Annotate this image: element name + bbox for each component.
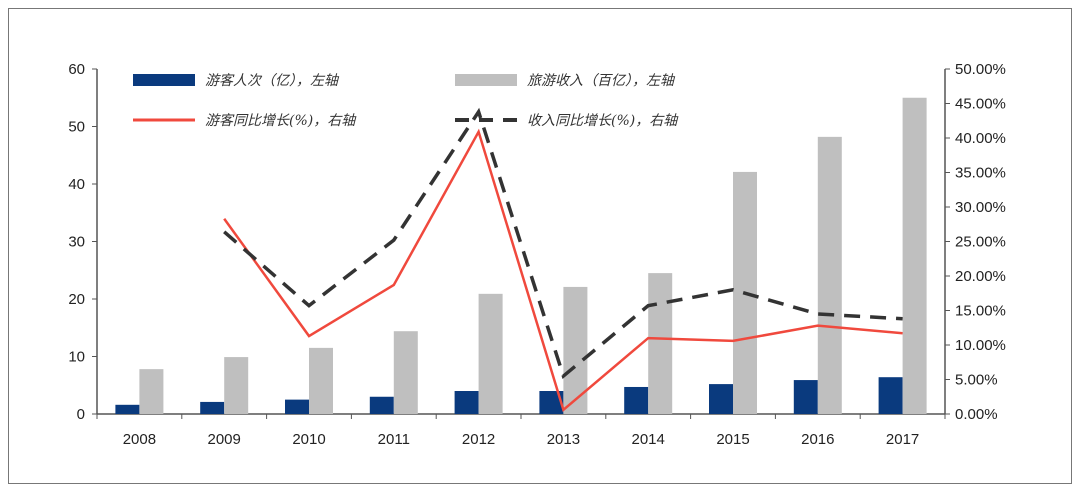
bar-visitors: [878, 377, 903, 414]
right-tick-label: 25.00%: [955, 234, 1006, 251]
right-tick-label: 10.00%: [955, 337, 1006, 354]
legend-swatch: [455, 74, 517, 86]
legend-label: 收入同比增长(%)，右轴: [527, 113, 679, 129]
bar-revenue: [478, 293, 503, 414]
chart-frame: [8, 8, 1072, 484]
bar-revenue: [139, 369, 164, 414]
x-tick-label: 2008: [123, 431, 156, 448]
line-revenue-growth: [223, 107, 903, 380]
right-tick-label: 40.00%: [955, 130, 1006, 147]
legend-label: 旅游收入（百亿），左轴: [527, 73, 676, 89]
bar-revenue: [563, 286, 588, 414]
bar-visitors: [285, 399, 309, 414]
right-tick-label: 45.00%: [955, 96, 1006, 113]
right-tick-label: 50.00%: [955, 61, 1006, 78]
bar-visitors: [539, 391, 564, 414]
x-tick-label: 2014: [632, 431, 665, 448]
bar-revenue: [817, 136, 842, 414]
bar-revenue: [648, 273, 673, 414]
bar-revenue: [224, 357, 249, 414]
legend-label: 游客同比增长(%)，右轴: [205, 113, 357, 129]
left-tick-label: 60: [68, 61, 85, 78]
left-tick-label: 10: [68, 349, 85, 366]
right-tick-label: 0.00%: [955, 406, 998, 423]
x-tick-label: 2010: [292, 431, 325, 448]
right-tick-label: 5.00%: [955, 372, 998, 389]
legend-label: 游客人次（亿），左轴: [205, 73, 340, 89]
right-tick-label: 15.00%: [955, 303, 1006, 320]
bar-visitors: [454, 391, 479, 414]
bar-visitors: [624, 386, 649, 414]
x-tick-label: 2015: [716, 431, 749, 448]
x-tick-label: 2017: [886, 431, 919, 448]
bar-visitors: [369, 396, 394, 414]
bar-revenue: [902, 97, 927, 414]
left-tick-label: 0: [77, 406, 85, 423]
left-tick-label: 20: [68, 291, 85, 308]
x-tick-label: 2013: [547, 431, 580, 448]
x-tick-label: 2011: [378, 431, 410, 448]
right-tick-label: 35.00%: [955, 165, 1006, 182]
legend-swatch: [133, 74, 195, 86]
x-tick-label: 2009: [208, 431, 241, 448]
bar-visitors: [115, 404, 140, 414]
bar-visitors: [793, 380, 818, 414]
bar-visitors: [200, 401, 225, 414]
bar-visitors: [709, 384, 733, 414]
left-tick-label: 40: [68, 176, 85, 193]
right-tick-label: 20.00%: [955, 268, 1006, 285]
x-tick-label: 2012: [462, 431, 495, 448]
right-tick-label: 30.00%: [955, 199, 1006, 216]
x-tick-label: 2016: [801, 431, 834, 448]
bar-revenue: [393, 331, 418, 414]
left-tick-label: 30: [68, 234, 85, 251]
bar-revenue: [309, 347, 333, 414]
left-tick-label: 50: [68, 119, 85, 136]
